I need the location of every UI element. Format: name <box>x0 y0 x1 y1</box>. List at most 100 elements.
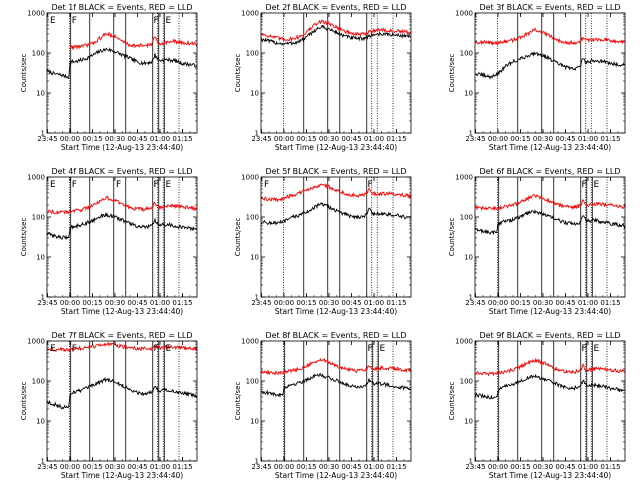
x-tick-label: 01:15 <box>386 299 406 307</box>
y-axis-label: Counts/sec <box>448 54 456 93</box>
plot-frame <box>260 12 412 134</box>
x-tick-label: 00:00 <box>60 299 80 307</box>
x-tick-label: 00:45 <box>127 463 147 471</box>
y-tick-label: 1000 <box>27 174 45 182</box>
y-tick-label: 10 <box>464 90 473 98</box>
interval-flag-label: F <box>368 344 373 354</box>
interval-flag-label: E <box>166 16 172 26</box>
interval-flag-label: E <box>50 180 56 190</box>
series-line-events <box>47 212 197 241</box>
x-tick-label: 00:15 <box>296 463 316 471</box>
x-axis-label: Start Time (12-Aug-13 23:44:40) <box>489 143 611 152</box>
plot-frame <box>260 176 412 298</box>
x-tick-label: 23:45 <box>465 463 485 471</box>
plot-frame <box>46 12 198 134</box>
interval-flag-label: E <box>50 16 56 26</box>
y-tick-label: 1 <box>255 130 259 138</box>
y-axis-label: Counts/sec <box>20 382 28 421</box>
series-line-lld <box>47 195 197 215</box>
y-tick-label: 100 <box>246 378 259 386</box>
x-tick-label: 01:15 <box>172 299 192 307</box>
x-axis-label: Start Time (12-Aug-13 23:44:40) <box>489 307 611 316</box>
y-tick-label: 10 <box>36 254 45 262</box>
x-tick-label: 01:00 <box>578 135 598 143</box>
x-tick-label: 00:30 <box>533 463 553 471</box>
x-tick-label: 00:45 <box>555 135 575 143</box>
x-tick-label: 23:45 <box>37 299 57 307</box>
x-tick-label: 23:45 <box>251 299 271 307</box>
x-tick-label: 01:00 <box>150 135 170 143</box>
y-tick-label: 1000 <box>241 174 259 182</box>
series-line-lld <box>475 193 625 212</box>
interval-flag-label: F <box>72 344 77 354</box>
x-tick-label: 00:00 <box>488 135 508 143</box>
y-tick-label: 1000 <box>455 10 473 18</box>
plot-frame <box>46 176 198 298</box>
x-axis-label: Start Time (12-Aug-13 23:44:40) <box>275 307 397 316</box>
panel-title: Det 7f BLACK = Events, RED = LLD <box>51 331 192 340</box>
panel-8: Det 8f BLACK = Events, RED = LLD F E 1 10 100… <box>234 331 412 480</box>
y-tick-label: 1000 <box>241 10 259 18</box>
interval-flag-label: F <box>368 180 373 190</box>
x-axis-label: Start Time (12-Aug-13 23:44:40) <box>61 471 183 480</box>
plot-frame <box>474 176 626 298</box>
y-tick-label: 10 <box>36 418 45 426</box>
y-axis-label: Counts/sec <box>234 382 242 421</box>
x-tick-label: 00:15 <box>296 299 316 307</box>
x-tick-label: 00:00 <box>488 463 508 471</box>
series-line-lld <box>475 26 625 47</box>
y-tick-label: 1 <box>255 294 259 302</box>
x-tick-label: 00:00 <box>274 299 294 307</box>
x-tick-label: 00:30 <box>533 299 553 307</box>
x-tick-label: 01:00 <box>578 463 598 471</box>
y-tick-label: 100 <box>460 50 473 58</box>
y-tick-label: 1 <box>41 294 45 302</box>
y-tick-label: 10 <box>464 254 473 262</box>
y-tick-label: 100 <box>246 50 259 58</box>
x-tick-label: 01:15 <box>172 463 192 471</box>
series-line-lld <box>475 357 625 377</box>
interval-flag-label: F <box>582 180 587 190</box>
x-tick-label: 23:45 <box>37 135 57 143</box>
panel-title: Det 4f BLACK = Events, RED = LLD <box>51 167 192 176</box>
y-tick-label: 1000 <box>241 338 259 346</box>
x-tick-label: 23:45 <box>251 463 271 471</box>
x-tick-label: 23:45 <box>251 135 271 143</box>
panel-title: Det 9f BLACK = Events, RED = LLD <box>479 331 620 340</box>
x-tick-label: 00:30 <box>319 299 339 307</box>
panel-title: Det 3f BLACK = Events, RED = LLD <box>479 3 620 12</box>
series-line-events <box>47 376 197 410</box>
x-tick-label: 01:00 <box>150 463 170 471</box>
x-tick-label: 00:00 <box>488 299 508 307</box>
series-line-events <box>47 46 197 80</box>
y-axis-label: Counts/sec <box>234 54 242 93</box>
plot-frame <box>260 340 412 462</box>
x-tick-label: 00:00 <box>60 463 80 471</box>
y-axis-label: Counts/sec <box>20 218 28 257</box>
panel-5: Det 5f BLACK = Events, RED = LLD F F 1 10 100… <box>234 167 412 316</box>
series-line-events <box>261 372 411 398</box>
y-tick-label: 1000 <box>27 10 45 18</box>
panel-3: Det 3f BLACK = Events, RED = LLD 1 10 100 10… <box>448 3 626 152</box>
x-tick-label: 00:00 <box>274 135 294 143</box>
interval-flag-label: E <box>166 344 172 354</box>
x-tick-label: 01:15 <box>386 463 406 471</box>
y-tick-label: 1000 <box>27 338 45 346</box>
y-axis-label: Counts/sec <box>20 54 28 93</box>
x-tick-label: 01:15 <box>600 299 620 307</box>
interval-flag-label: F <box>116 180 121 190</box>
x-tick-label: 00:30 <box>105 463 125 471</box>
x-tick-label: 00:45 <box>341 135 361 143</box>
y-tick-label: 1 <box>469 294 473 302</box>
x-tick-label: 01:15 <box>600 463 620 471</box>
y-tick-label: 100 <box>32 50 45 58</box>
y-tick-label: 100 <box>32 378 45 386</box>
y-tick-label: 10 <box>250 418 259 426</box>
interval-flag-label: E <box>594 180 600 190</box>
x-tick-label: 00:30 <box>533 135 553 143</box>
x-tick-label: 23:45 <box>37 463 57 471</box>
series-line-events <box>261 202 411 226</box>
